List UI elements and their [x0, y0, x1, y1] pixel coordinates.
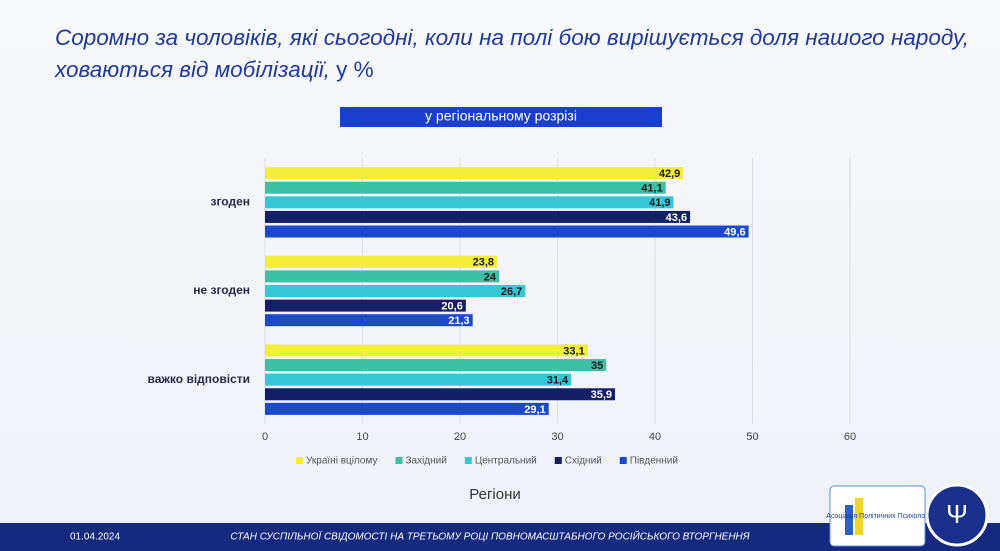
legend-swatch: [554, 457, 562, 464]
value-label: 42,9: [659, 168, 680, 180]
legend-label: Південний: [630, 456, 678, 467]
legend-label: Україні вцілому: [306, 456, 377, 467]
x-tick-label: 40: [649, 431, 661, 443]
y-tick-label: згоден: [210, 195, 250, 209]
x-tick-label: 50: [746, 431, 758, 443]
legend-swatch: [619, 457, 627, 464]
x-tick-label: 60: [844, 431, 856, 443]
value-label: 31,4: [547, 375, 569, 387]
logo-symbol: Ψ: [946, 499, 968, 529]
logo-box: [829, 485, 926, 547]
logo-text: Асоціація Політичних Психологів України: [826, 512, 960, 520]
logo-icon: [845, 505, 853, 535]
chart-title: Соромно за чоловіків, які сьогодні, коли…: [55, 22, 985, 86]
value-label: 41,1: [641, 183, 662, 195]
legend-label: Центральний: [475, 456, 537, 467]
bar: [265, 225, 749, 238]
title-unit: у %: [336, 57, 374, 82]
chart-subtitle: у регіональному розрізі: [425, 108, 577, 124]
value-label: 20,6: [441, 301, 462, 313]
legend-swatch: [464, 457, 472, 464]
value-label: 29,1: [524, 404, 545, 416]
x-tick-label: 20: [454, 431, 466, 443]
title-text: Соромно за чоловіків, які сьогодні, коли…: [55, 25, 970, 82]
value-label: 23,8: [473, 257, 494, 269]
bar: [265, 210, 691, 223]
bar: [265, 167, 684, 180]
x-axis-title: Регіони: [469, 486, 521, 503]
logo-icon: [855, 498, 863, 535]
bar: [265, 359, 607, 372]
bar: [265, 388, 616, 401]
logo-seal: [925, 483, 989, 547]
value-label: 33,1: [563, 345, 584, 357]
value-label: 49,6: [724, 226, 745, 238]
value-label: 43,6: [666, 212, 687, 224]
bar: [265, 196, 674, 209]
bar: [265, 373, 572, 386]
value-label: 21,3: [448, 315, 469, 327]
bar: [265, 270, 499, 283]
subtitle-banner: [340, 107, 662, 127]
legend-swatch: [395, 457, 403, 464]
value-label: 24: [484, 271, 497, 283]
y-tick-label: не згоден: [193, 283, 250, 297]
value-label: 26,7: [501, 286, 522, 298]
x-tick-label: 10: [356, 431, 368, 443]
value-label: 35: [591, 360, 603, 372]
bar: [265, 344, 588, 357]
bar: [265, 402, 549, 415]
bar: [265, 255, 498, 268]
bar: [265, 285, 526, 297]
x-tick-label: 0: [262, 431, 268, 443]
bar: [265, 299, 466, 312]
value-label: 41,9: [649, 197, 670, 209]
footer-text: СТАН СУСПІЛЬНОЇ СВІДОМОСТІ НА ТРЕТЬОМУ Р…: [230, 530, 749, 543]
legend-label: Західний: [405, 456, 446, 467]
bar: [265, 314, 473, 327]
y-tick-label: важко відповісти: [148, 372, 250, 386]
legend-label: Східний: [565, 456, 602, 467]
x-tick-label: 30: [551, 431, 563, 443]
footer-date: 01.04.2024: [70, 532, 120, 543]
value-label: 35,9: [591, 389, 612, 401]
bar: [265, 181, 666, 194]
legend-swatch: [296, 457, 303, 464]
